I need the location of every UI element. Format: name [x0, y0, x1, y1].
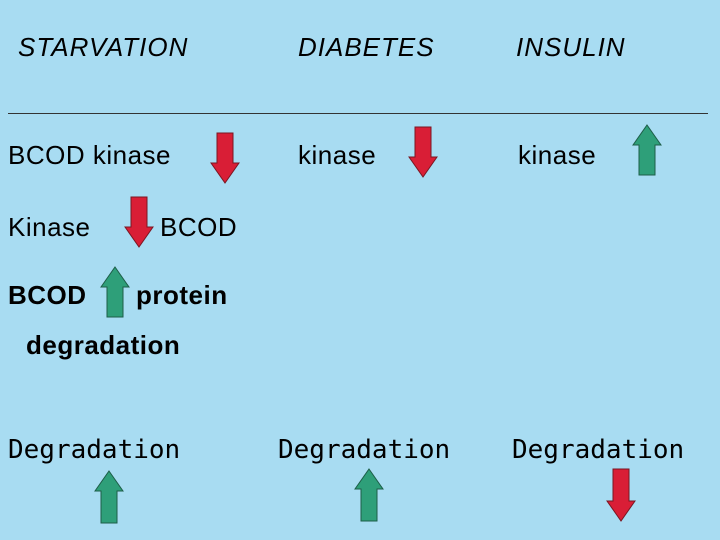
header-insulin: INSULIN: [516, 32, 626, 62]
diabetes-degradation-label: Degradation: [278, 435, 451, 465]
degradation-continuation-label: degradation: [26, 330, 181, 360]
up-arrow-icon: [94, 470, 124, 524]
diabetes-kinase-label: kinase: [298, 140, 377, 170]
starvation-degradation-label: Degradation: [8, 435, 181, 465]
down-arrow-icon: [408, 126, 438, 178]
insulin-kinase-label: kinase: [518, 140, 597, 170]
header-starvation: STARVATION: [18, 32, 189, 62]
down-arrow-icon: [210, 132, 240, 184]
protein-label: protein: [136, 280, 228, 310]
bcod-protein-label: BCOD: [8, 280, 87, 310]
down-arrow-icon: [606, 468, 636, 522]
down-arrow-icon: [124, 196, 154, 248]
up-arrow-icon: [100, 266, 130, 318]
header-diabetes: DIABETES: [298, 32, 435, 62]
kinase-label: Kinase: [8, 212, 91, 242]
bcod-label: BCOD: [160, 212, 238, 242]
header-divider: [8, 113, 708, 114]
up-arrow-icon: [632, 124, 662, 176]
up-arrow-icon: [354, 468, 384, 522]
insulin-degradation-label: Degradation: [512, 435, 685, 465]
starvation-bcod-kinase-label: BCOD kinase: [8, 140, 171, 170]
